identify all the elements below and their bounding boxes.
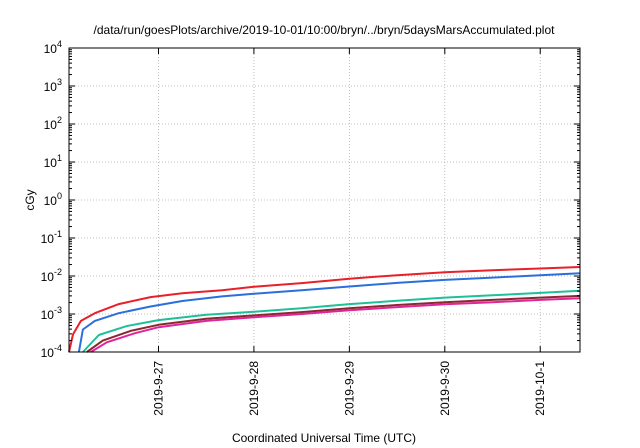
y-axis-label: cGy: [23, 189, 37, 210]
y-tick-base: 10: [44, 194, 58, 208]
y-tick-exponent: 1: [57, 153, 62, 163]
x-tick-label: 2019-10-1: [533, 361, 547, 416]
grid: [69, 48, 580, 352]
y-tick-label: 103: [44, 77, 62, 94]
y-tick-base: 10: [44, 156, 58, 170]
y-tick-base: 10: [44, 42, 58, 56]
series-layer: [68, 266, 581, 353]
x-tick-label: 2019-9-27: [151, 361, 165, 416]
y-tick-base: 10: [41, 346, 55, 360]
series-line-1: [68, 266, 581, 353]
y-tick-label: 10-3: [41, 305, 62, 322]
y-tick-label: 102: [44, 115, 62, 132]
y-tick-base: 10: [44, 118, 58, 132]
y-tick-exponent: 4: [57, 39, 62, 49]
y-tick-label: 10-1: [41, 229, 62, 246]
y-tick-base: 10: [41, 232, 55, 246]
series-line-5: [90, 297, 581, 353]
y-tick-exponent: -3: [54, 305, 62, 315]
y-tick-exponent: 3: [57, 77, 62, 87]
y-tick-label: 10-4: [41, 343, 62, 360]
y-tick-label: 100: [44, 191, 62, 208]
y-tick-base: 10: [41, 270, 55, 284]
y-tick-base: 10: [44, 80, 58, 94]
series-line-3: [82, 289, 581, 353]
ticks: [69, 47, 580, 353]
series-line-4: [86, 294, 581, 353]
y-tick-exponent: 2: [57, 115, 62, 125]
series-line-2: [77, 272, 581, 353]
chart-title: /data/run/goesPlots/archive/2019-10-01/1…: [94, 23, 556, 37]
x-tick-label: 2019-9-30: [438, 361, 452, 416]
y-tick-exponent: -4: [54, 343, 62, 353]
y-tick-exponent: -2: [54, 267, 62, 277]
y-tick-label: 101: [44, 153, 62, 170]
y-tick-base: 10: [41, 308, 55, 322]
y-tick-label: 10-2: [41, 267, 62, 284]
x-tick-label: 2019-9-28: [247, 361, 261, 416]
x-axis-label: Coordinated Universal Time (UTC): [232, 431, 416, 445]
x-tick-labels: 2019-9-27 2019-9-28 2019-9-29 2019-9-30 2019…: [151, 361, 547, 416]
y-tick-exponent: -1: [54, 229, 62, 239]
x-tick-label: 2019-9-29: [342, 361, 356, 416]
y-tick-label: 104: [44, 39, 62, 56]
y-tick-exponent: 0: [57, 191, 62, 201]
